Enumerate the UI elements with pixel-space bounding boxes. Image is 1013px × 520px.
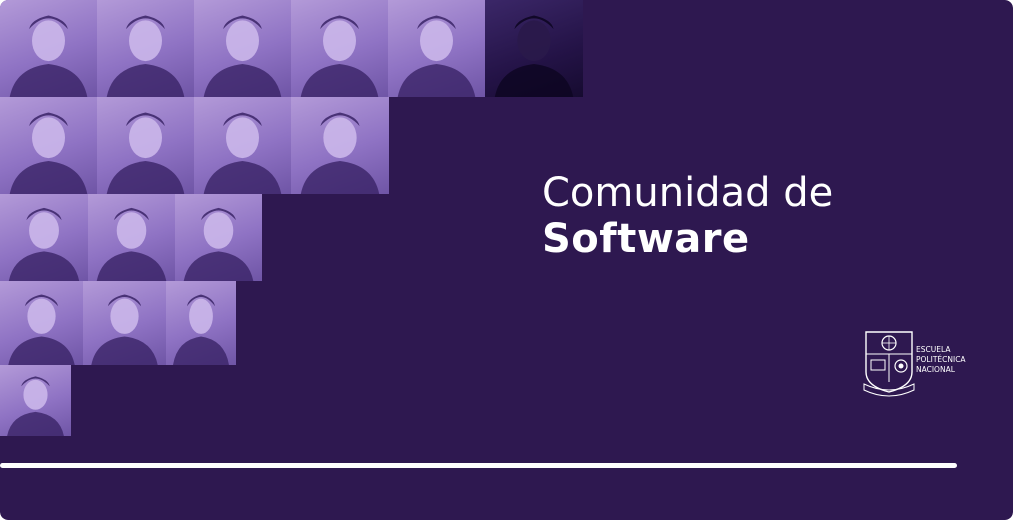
member-photo-4 xyxy=(291,0,388,97)
escuela-politecnica-nacional-crest-icon xyxy=(863,331,915,397)
member-photo-6 xyxy=(485,0,583,97)
member-photo-1 xyxy=(0,0,97,97)
member-photo-12 xyxy=(88,194,175,281)
member-photo-10 xyxy=(291,97,389,194)
member-photo-3 xyxy=(194,0,291,97)
member-photo-14 xyxy=(0,281,83,365)
member-photo-2 xyxy=(97,0,194,97)
member-photo-17 xyxy=(0,365,71,436)
member-photo-13 xyxy=(175,194,262,281)
page-title: Comunidad de Software xyxy=(542,170,833,262)
logo-text: ESCUELA POLITÉCNICA NACIONAL xyxy=(916,345,966,375)
title-line-1: Comunidad de xyxy=(542,170,834,216)
logo-line-1: ESCUELA xyxy=(916,345,951,354)
member-photo-11 xyxy=(0,194,88,281)
member-photo-8 xyxy=(97,97,194,194)
member-photo-9 xyxy=(194,97,291,194)
logo-line-2: POLITÉCNICA xyxy=(916,355,966,364)
member-photo-7 xyxy=(0,97,97,194)
logo-line-3: NACIONAL xyxy=(916,365,955,374)
member-photo-15 xyxy=(83,281,166,365)
member-photo-16 xyxy=(166,281,236,365)
divider-line xyxy=(0,463,957,468)
member-photo-5 xyxy=(388,0,485,97)
title-line-2: Software xyxy=(542,216,750,262)
